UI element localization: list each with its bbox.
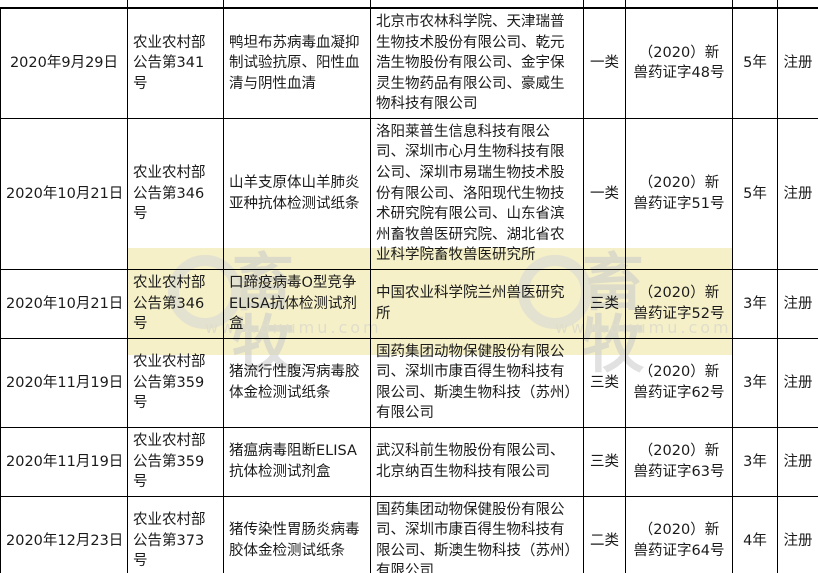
cell-category: 一类: [583, 8, 626, 119]
cell-corporations: 北京市农林科学院、天津瑞普生物技术股份有限公司、乾元浩生物股份有限公司、金宇保灵…: [370, 8, 584, 119]
cell-notice: 农业农村部 公告第346号: [127, 268, 224, 339]
table-row[interactable]: 2020年11月19日 农业农村部 公告第359号 猪流行性腹泻病毒胶体金检测试…: [0, 337, 818, 428]
cert-line-1: （2020）新: [638, 522, 720, 539]
cert-line-2: 兽药证字62号: [633, 384, 725, 401]
notice-line-2: 公告第341号: [133, 55, 205, 92]
cell-date: 2020年10月21日: [0, 268, 128, 339]
cell-product-name: 猪传染性胃肠炎病毒胶体金检测试纸条: [223, 495, 371, 573]
cell-certificate: （2020）新 兽药证字63号: [625, 426, 733, 497]
cell-category: 二类: [583, 495, 626, 573]
cell-monitoring-period: 3年: [732, 426, 778, 497]
cell-certificate: （2020）新 兽药证字51号: [625, 117, 733, 270]
cell-registration-type: 注册: [777, 495, 818, 573]
cell-category: 三类: [583, 337, 626, 428]
cert-line-2: 兽药证字48号: [633, 65, 725, 82]
cell-certificate: （2020）新 兽药证字52号: [625, 268, 733, 339]
cell-certificate: （2020）新 兽药证字64号: [625, 495, 733, 573]
table-row[interactable]: 2020年10月21日 农业农村部 公告第346号 山羊支原体山羊肺炎亚种抗体检…: [0, 117, 818, 270]
cell-registration-type: 注册: [777, 8, 818, 119]
cert-line-1: （2020）新: [638, 175, 720, 192]
cell-registration-type: 注册: [777, 426, 818, 497]
cert-line-2: 兽药证字52号: [633, 305, 725, 322]
notice-line-1: 农业农村部: [133, 353, 206, 370]
cell-monitoring-period: 5年: [732, 8, 778, 119]
cert-line-1: （2020）新: [638, 285, 720, 302]
table-row[interactable]: 2020年11月19日 农业农村部 公告第359号 猪瘟病毒阻断ELISA抗体检…: [0, 426, 818, 497]
notice-line-1: 农业农村部: [133, 165, 206, 182]
cell-notice: 农业农村部 公告第359号: [127, 337, 224, 428]
cell-monitoring-period: 3年: [732, 337, 778, 428]
cert-line-2: 兽药证字64号: [633, 542, 725, 559]
cell-corporations: 国药集团动物保健股份有限公司、深圳市康百得生物科技有限公司、斯澳生物科技（苏州）…: [370, 337, 584, 428]
cell-monitoring-period: 3年: [732, 268, 778, 339]
cell-certificate: （2020）新 兽药证字62号: [625, 337, 733, 428]
cell-corporations: 武汉科前生物股份有限公司、北京纳百生物科技有限公司: [370, 426, 584, 497]
cell-product-name: 猪瘟病毒阻断ELISA抗体检测试剂盒: [223, 426, 371, 497]
cell-product-name: 口蹄疫病毒O型竞争ELISA抗体检测试剂盒: [223, 268, 371, 339]
cell-monitoring-period: 4年: [732, 495, 778, 573]
cell-corporations: 中国农业科学院兰州兽医研究所: [370, 268, 584, 339]
table-top-edge: [0, 0, 818, 8]
cert-line-1: （2020）新: [638, 364, 720, 381]
cell-notice: 农业农村部 公告第341号: [127, 8, 224, 119]
cell-date: 2020年9月29日: [0, 8, 128, 119]
cert-line-1: （2020）新: [638, 443, 720, 460]
notice-line-2: 公告第346号: [133, 185, 205, 223]
table-row[interactable]: 2020年12月23日 农业农村部 公告第373号 猪传染性胃肠炎病毒胶体金检测…: [0, 495, 818, 573]
cell-notice: 农业农村部 公告第346号: [127, 117, 224, 270]
cell-registration-type: 注册: [777, 268, 818, 339]
cell-notice: 农业农村部 公告第373号: [127, 495, 224, 573]
notice-line-1: 农业农村部: [133, 512, 206, 528]
cell-date: 2020年10月21日: [0, 117, 128, 270]
table-row[interactable]: 2020年10月21日 农业农村部 公告第346号 口蹄疫病毒O型竞争ELISA…: [0, 268, 818, 339]
cell-category: 一类: [583, 117, 626, 270]
cell-date: 2020年11月19日: [0, 426, 128, 497]
notice-line-1: 农业农村部: [133, 274, 206, 291]
cell-corporations: 国药集团动物保健股份有限公司、深圳市康百得生物科技有限公司、斯澳生物科技（苏州）…: [370, 495, 584, 573]
notice-line-2: 公告第359号: [133, 374, 205, 412]
cert-line-2: 兽药证字63号: [633, 463, 725, 480]
cell-date: 2020年11月19日: [0, 337, 128, 428]
cell-corporations: 洛阳莱普生信息科技有限公司、深圳市心月生物科技有限公司、深圳市易瑞生物技术股份有…: [370, 117, 584, 270]
cell-category: 三类: [583, 426, 626, 497]
cell-monitoring-period: 5年: [732, 117, 778, 270]
cell-date: 2020年12月23日: [0, 495, 128, 573]
cell-notice: 农业农村部 公告第359号: [127, 426, 224, 497]
cell-registration-type: 注册: [777, 337, 818, 428]
cell-product-name: 鸭坦布苏病毒血凝抑制试验抗原、阳性血清与阴性血清: [223, 8, 371, 119]
table-body: 2020年9月29日 农业农村部 公告第341号 鸭坦布苏病毒血凝抑制试验抗原、…: [0, 8, 818, 573]
notice-line-2: 公告第373号: [133, 532, 205, 570]
notice-line-2: 公告第346号: [133, 295, 205, 333]
notice-line-1: 农业农村部: [133, 432, 206, 449]
cell-product-name: 猪流行性腹泻病毒胶体金检测试纸条: [223, 337, 371, 428]
cell-product-name: 山羊支原体山羊肺炎亚种抗体检测试纸条: [223, 117, 371, 270]
registration-table: 2020年9月29日 农业农村部 公告第341号 鸭坦布苏病毒血凝抑制试验抗原、…: [0, 8, 818, 573]
cell-certificate: （2020）新 兽药证字48号: [625, 8, 733, 119]
cell-registration-type: 注册: [777, 117, 818, 270]
cert-line-1: （2020）新: [638, 44, 720, 61]
table-row[interactable]: 2020年9月29日 农业农村部 公告第341号 鸭坦布苏病毒血凝抑制试验抗原、…: [0, 8, 818, 119]
cell-category: 三类: [583, 268, 626, 339]
cert-line-2: 兽药证字51号: [633, 195, 725, 212]
notice-line-1: 农业农村部: [133, 34, 206, 51]
notice-line-2: 公告第359号: [133, 453, 205, 491]
